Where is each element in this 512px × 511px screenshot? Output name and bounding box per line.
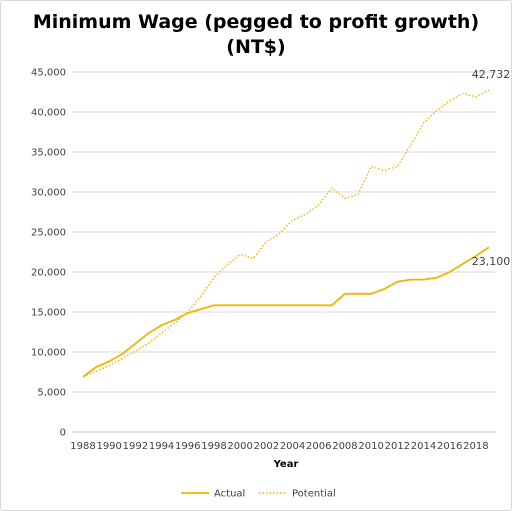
x-tick-label: 2010: [358, 441, 383, 452]
x-tick-label: 2002: [254, 441, 279, 452]
data-label-actual: 23,100: [472, 255, 511, 268]
x-tick-label: 2014: [411, 441, 436, 452]
legend: Actual Potential: [181, 489, 336, 500]
chart-title-line-1: Minimum Wage (pegged to profit growth): [32, 11, 480, 33]
x-axis-label: Year: [273, 459, 299, 470]
chart-title-line-2: (NT$): [226, 36, 286, 58]
y-axis-ticks: 0 5,000 10,000 15,000 20,000 25,000 30,000 35,0…: [31, 68, 66, 439]
y-tick-label: 15,000: [31, 308, 66, 319]
x-tick-label: 1990: [96, 441, 121, 452]
series-line-potential: [82, 89, 490, 378]
x-tick-label: 1998: [201, 441, 226, 452]
series-line-actual: [82, 246, 490, 378]
data-labels: 23,100 42,732: [472, 68, 511, 268]
y-tick-label: 10,000: [31, 348, 66, 359]
x-tick-label: 1988: [70, 441, 95, 452]
y-tick-label: 20,000: [31, 268, 66, 279]
gridlines: [72, 71, 496, 433]
chart-title: Minimum Wage (pegged to profit growth) (…: [0, 10, 512, 60]
y-tick-label: 45,000: [31, 68, 66, 79]
data-label-potential: 42,732: [472, 68, 511, 81]
x-tick-label: 2004: [280, 441, 305, 452]
x-tick-label: 2018: [463, 441, 488, 452]
x-tick-label: 2016: [437, 441, 462, 452]
x-tick-label: 1992: [123, 441, 148, 452]
legend-label-actual: Actual: [214, 489, 245, 500]
x-tick-label: 2008: [332, 441, 357, 452]
x-tick-label: 2012: [385, 441, 410, 452]
y-tick-label: 0: [60, 428, 66, 439]
y-tick-label: 40,000: [31, 108, 66, 119]
x-tick-label: 2000: [227, 441, 252, 452]
x-tick-label: 1994: [149, 441, 174, 452]
x-axis-ticks: 1988 1990 1992 1994 1996 1998 2000 2002 2004 2006…: [70, 441, 488, 452]
y-tick-label: 5,000: [37, 388, 66, 399]
x-tick-label: 1996: [175, 441, 200, 452]
y-tick-label: 35,000: [31, 148, 66, 159]
y-tick-label: 30,000: [31, 188, 66, 199]
legend-label-potential: Potential: [292, 489, 336, 500]
series-lines: [82, 89, 490, 378]
x-tick-label: 2006: [306, 441, 331, 452]
y-tick-label: 25,000: [31, 228, 66, 239]
